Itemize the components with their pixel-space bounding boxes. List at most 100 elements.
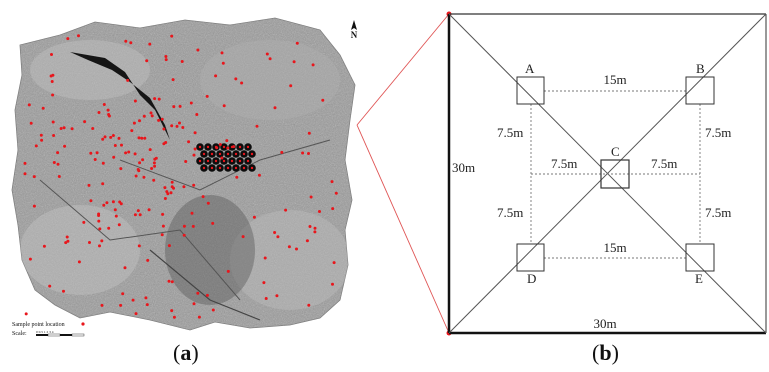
sample-point xyxy=(102,103,106,106)
sample-point xyxy=(182,185,186,189)
sample-point xyxy=(318,210,321,213)
sample-point xyxy=(153,97,157,101)
sample-point xyxy=(307,131,311,135)
sample-point xyxy=(330,180,334,184)
sample-point xyxy=(106,108,110,112)
sample-point xyxy=(102,203,106,207)
sample-point xyxy=(252,215,256,219)
sample-point xyxy=(172,315,176,319)
sample-point xyxy=(226,146,230,150)
sample-point xyxy=(50,53,53,56)
sample-point xyxy=(178,104,182,108)
north-arrow-icon xyxy=(351,20,357,30)
sample-point xyxy=(313,226,317,230)
point-box-d xyxy=(516,243,545,272)
sample-point xyxy=(170,309,174,313)
sample-point xyxy=(66,37,70,41)
sample-point xyxy=(190,211,194,215)
sample-point xyxy=(126,78,130,82)
sample-point xyxy=(113,144,117,147)
sample-point xyxy=(170,180,174,184)
sample-point xyxy=(202,166,206,170)
sample-point xyxy=(77,260,81,264)
sample-point xyxy=(123,266,127,270)
sample-point xyxy=(226,269,230,273)
caption-a-open: ( xyxy=(173,340,181,365)
sample-point xyxy=(62,126,66,130)
sample-point xyxy=(309,195,313,199)
sample-point xyxy=(164,55,168,58)
sample-point xyxy=(113,208,117,212)
point-box-e xyxy=(685,243,715,272)
sample-point xyxy=(220,156,224,160)
sample-point xyxy=(331,282,334,286)
sample-point xyxy=(114,214,118,218)
sample-point xyxy=(192,153,196,157)
dim-label-left-upper: 7.5m xyxy=(497,125,523,140)
sample-point xyxy=(117,223,121,227)
dim-label-de: 15m xyxy=(603,240,626,255)
sample-point xyxy=(275,294,279,298)
sample-point xyxy=(210,152,214,156)
sample-point xyxy=(100,239,104,243)
sample-point xyxy=(124,151,128,155)
sample-point xyxy=(56,151,60,155)
sample-point xyxy=(234,166,238,170)
sample-point xyxy=(143,136,147,140)
sample-point xyxy=(220,51,224,55)
sample-point xyxy=(214,74,218,78)
plot-diagram: A B C D E 15m 15m 7.5m 7.5m 7.5m 7.5m 7.… xyxy=(447,13,767,335)
sample-point xyxy=(210,166,214,170)
sample-point xyxy=(307,152,310,155)
sample-point xyxy=(118,200,122,204)
sample-point xyxy=(214,159,218,163)
sample-point xyxy=(295,41,299,45)
sample-point xyxy=(93,158,97,161)
sample-point xyxy=(250,166,254,170)
sample-point xyxy=(150,114,154,118)
sample-point xyxy=(136,168,140,171)
sample-point xyxy=(89,151,93,155)
connector-line-bottom xyxy=(356,124,450,334)
sample-point xyxy=(170,280,174,284)
sample-point xyxy=(145,303,149,307)
sample-point xyxy=(42,244,46,248)
sample-point xyxy=(160,233,164,237)
sample-point xyxy=(238,145,242,149)
sample-point xyxy=(109,135,113,139)
sample-point xyxy=(240,81,244,85)
sample-point xyxy=(50,80,54,83)
sample-point xyxy=(137,244,141,248)
sample-point xyxy=(65,235,69,239)
sample-point xyxy=(132,121,136,125)
sample-point xyxy=(144,296,148,300)
caption-b-close: ) xyxy=(611,340,619,365)
sample-point xyxy=(119,303,123,307)
sample-point xyxy=(242,152,246,156)
sample-point xyxy=(164,141,168,144)
sample-point xyxy=(221,61,225,65)
sample-point xyxy=(91,127,95,130)
sample-point xyxy=(112,155,116,159)
sample-point xyxy=(242,166,246,170)
sample-point xyxy=(70,127,74,131)
sample-point xyxy=(250,152,254,156)
sample-point xyxy=(77,34,80,38)
point-label-e: E xyxy=(695,271,703,286)
sample-point xyxy=(107,113,111,116)
sample-point xyxy=(148,148,152,152)
sample-point xyxy=(195,113,199,116)
bottom-length-label: 30m xyxy=(593,316,616,331)
sample-point xyxy=(196,48,200,52)
sample-point xyxy=(198,159,202,163)
sample-point xyxy=(280,150,284,154)
sample-point xyxy=(222,145,226,149)
sample-point xyxy=(171,78,175,82)
sample-point xyxy=(129,41,133,45)
caption-a-close: ) xyxy=(191,340,199,365)
sample-point xyxy=(56,162,60,166)
sample-point xyxy=(146,258,150,262)
sample-point xyxy=(321,98,325,102)
sample-point xyxy=(32,204,36,208)
sample-point xyxy=(24,312,28,316)
